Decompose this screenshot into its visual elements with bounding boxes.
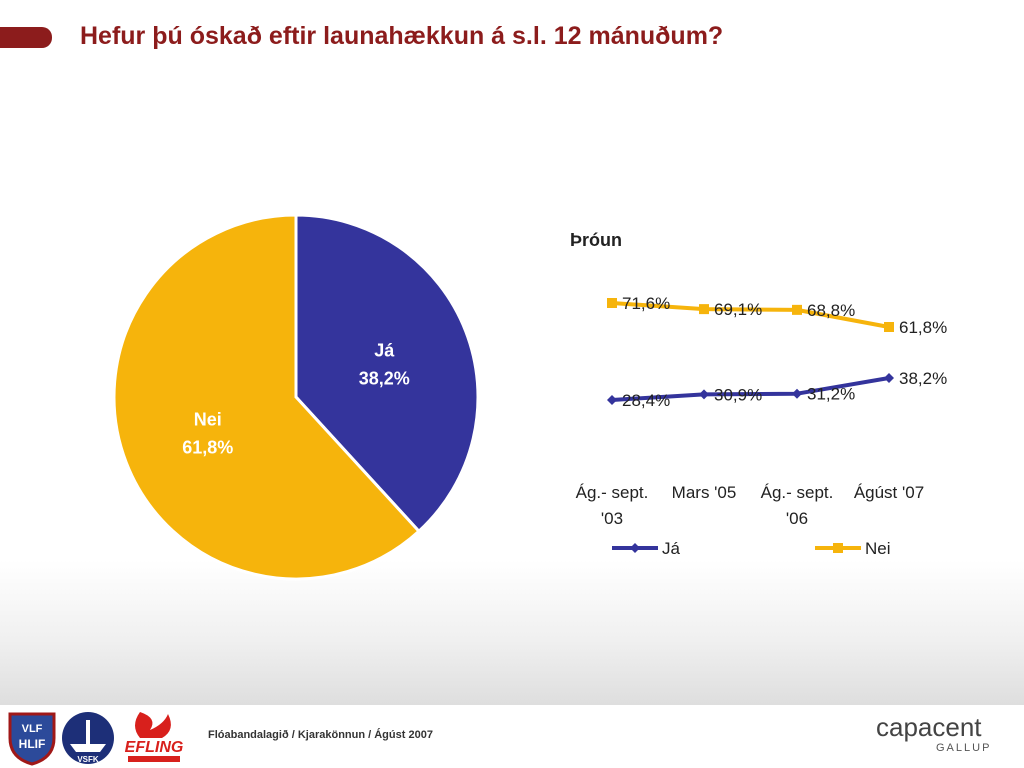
marker-nei bbox=[884, 322, 894, 332]
marker-ja bbox=[884, 373, 894, 383]
marker-nei bbox=[792, 304, 802, 315]
marker-nei bbox=[607, 298, 617, 308]
pie-slice-ja bbox=[294, 213, 480, 534]
svg-text:HLIF: HLIF bbox=[19, 737, 46, 751]
x-tick-label: Ág.- sept. bbox=[761, 483, 834, 502]
data-label-nei: 61,8% bbox=[899, 318, 947, 337]
capacent-logo-text: capacent bbox=[876, 712, 982, 742]
marker-nei bbox=[699, 304, 709, 315]
x-tick-label: Ágúst '07 bbox=[854, 483, 924, 502]
chart-area: Já 38,2% Nei 61,8% Þróun 28,4% 30,9% 31,2% 38,2%… bbox=[112, 213, 947, 581]
marker-ja bbox=[607, 395, 617, 405]
efling-logo: EFLING bbox=[120, 708, 188, 766]
pie-slice-nei bbox=[112, 213, 422, 581]
data-label-nei: 68,8% bbox=[807, 301, 855, 320]
data-label-ja: 30,9% bbox=[714, 385, 762, 404]
legend-label-nei: Nei bbox=[865, 539, 891, 558]
svg-text:EFLING: EFLING bbox=[125, 739, 184, 756]
line-chart-title: Þróun bbox=[570, 230, 622, 250]
x-tick-label: '03 bbox=[601, 509, 623, 528]
footer-text: Flóabandalagið / Kjarakönnun / Ágúst 200… bbox=[208, 729, 433, 741]
title-accent-bar bbox=[0, 27, 52, 48]
line-series-ja bbox=[611, 376, 890, 402]
x-tick-label: '06 bbox=[786, 509, 808, 528]
line-series-nei bbox=[611, 301, 890, 329]
vsfk-logo: VSFK bbox=[62, 712, 114, 764]
pie-label-nei: Nei bbox=[194, 409, 222, 429]
vlf-hlif-logo: VLF HLIF bbox=[8, 712, 56, 766]
data-label-ja: 28,4% bbox=[622, 391, 670, 410]
data-label-nei: 71,6% bbox=[622, 294, 670, 313]
pie-value-ja: 38,2% bbox=[359, 369, 410, 389]
data-label-ja: 31,2% bbox=[807, 385, 855, 404]
x-tick-label: Mars '05 bbox=[672, 483, 737, 502]
pie-label-ja: Já bbox=[374, 341, 395, 361]
slide-title: Hefur þú óskað eftir launahækkun á s.l. … bbox=[80, 22, 724, 50]
pie-value-nei: 61,8% bbox=[182, 437, 233, 457]
svg-text:VSFK: VSFK bbox=[77, 755, 99, 764]
legend-marker-ja bbox=[630, 543, 640, 553]
marker-ja bbox=[699, 389, 709, 400]
gallup-logo-text: GALLUP bbox=[936, 742, 992, 754]
legend-marker-nei bbox=[833, 543, 843, 553]
svg-text:VLF: VLF bbox=[22, 723, 43, 735]
data-label-nei: 69,1% bbox=[714, 300, 762, 319]
data-label-ja: 38,2% bbox=[899, 369, 947, 388]
legend-label-ja: Já bbox=[662, 539, 681, 558]
x-tick-label: Ág.- sept. bbox=[576, 483, 649, 502]
marker-ja bbox=[792, 388, 802, 399]
